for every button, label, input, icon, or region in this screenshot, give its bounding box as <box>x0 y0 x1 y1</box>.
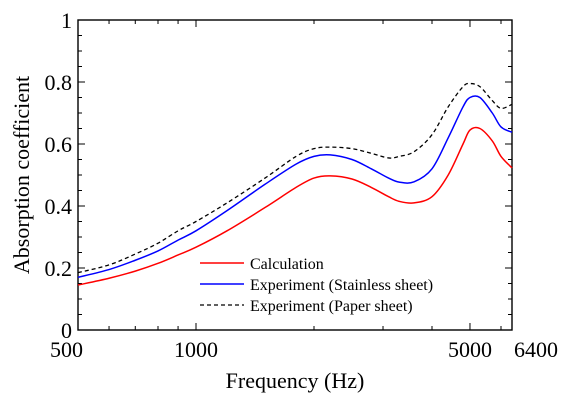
series-lines <box>77 82 513 286</box>
y-tick-label: 0.4 <box>45 194 73 219</box>
y-tick-label: 0.2 <box>45 256 73 281</box>
x-axis-label: Frequency (Hz) <box>226 368 365 393</box>
y-tick-label: 0.6 <box>45 132 73 157</box>
x-tick-label: 6400 <box>514 337 558 362</box>
y-tick-label: 1 <box>61 8 72 33</box>
legend-label-paper: Experiment (Paper sheet) <box>250 298 413 315</box>
series-line-stainless <box>77 95 513 279</box>
legend-label-calculation: Calculation <box>250 256 324 273</box>
y-tick-label: 0 <box>61 318 72 343</box>
y-tick-label: 0.8 <box>45 70 73 95</box>
y-axis-label: Absorption coefficient <box>9 76 34 274</box>
x-tick-label: 500 <box>50 337 83 362</box>
axis-ticks <box>78 19 512 331</box>
legend: Calculation Experiment (Stainless sheet)… <box>200 256 433 315</box>
series-line-paper <box>77 82 513 274</box>
axis-tick-labels: 0 0.2 0.4 0.6 0.8 1 500 1000 5000 6400 <box>45 8 559 362</box>
x-tick-label: 1000 <box>174 337 218 362</box>
x-tick-label: 5000 <box>448 337 492 362</box>
legend-label-stainless: Experiment (Stainless sheet) <box>250 277 433 294</box>
series-line-calculation <box>77 126 513 286</box>
